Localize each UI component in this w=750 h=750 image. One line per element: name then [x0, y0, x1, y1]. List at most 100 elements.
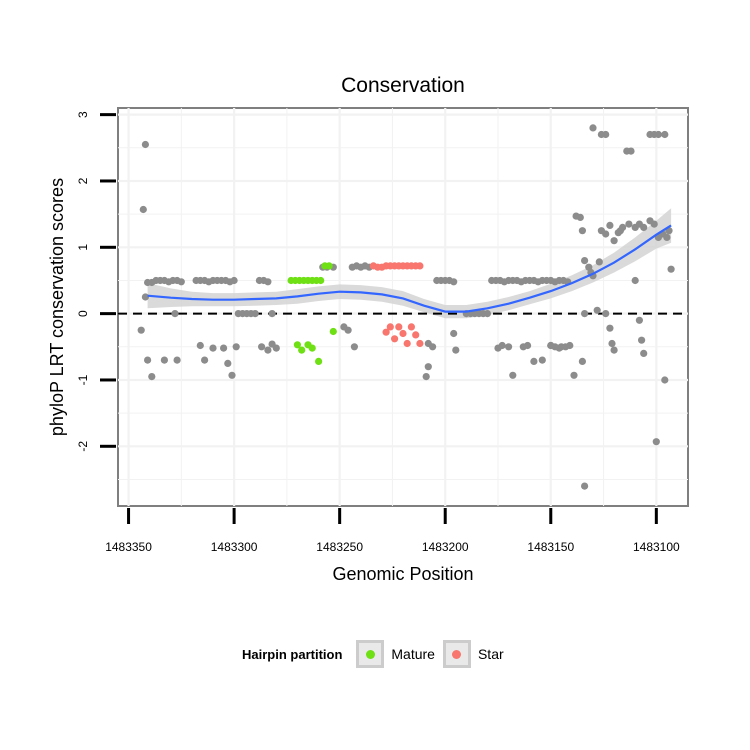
- mature-point: [325, 262, 333, 270]
- other-point: [173, 356, 181, 364]
- mature-point: [293, 341, 301, 349]
- other-point: [498, 341, 506, 350]
- confidence-band: [147, 208, 672, 319]
- confidence-band-area: [147, 208, 672, 319]
- other-point: [258, 343, 266, 351]
- other-point: [619, 223, 627, 231]
- other-point: [606, 324, 614, 332]
- other-point: [232, 343, 240, 351]
- other-point: [171, 310, 179, 318]
- other-point: [144, 356, 152, 364]
- other-point: [661, 130, 669, 139]
- other-point: [581, 257, 589, 265]
- plot-panel: [117, 107, 689, 507]
- other-point: [610, 346, 618, 354]
- other-point: [224, 359, 232, 367]
- other-point: [602, 230, 610, 238]
- other-point: [555, 344, 563, 352]
- other-point: [652, 438, 660, 446]
- other-point: [141, 140, 149, 149]
- other-point: [264, 278, 272, 286]
- smooth-trend-line: [147, 224, 672, 313]
- other-point: [570, 371, 578, 379]
- star-point: [391, 335, 399, 343]
- mature-point: [315, 357, 323, 365]
- other-point: [452, 346, 460, 354]
- other-point: [578, 357, 587, 365]
- star-dot-icon: [452, 649, 462, 659]
- other-point: [593, 306, 601, 314]
- other-point: [422, 373, 430, 381]
- other-point: [538, 356, 546, 364]
- y-tick-label: -1: [76, 374, 90, 385]
- other-point: [450, 278, 458, 286]
- mature-point: [308, 344, 316, 352]
- other-point: [640, 349, 648, 357]
- other-point: [230, 276, 238, 285]
- other-point: [595, 258, 603, 266]
- other-point: [578, 227, 587, 235]
- legend-key-mature: [356, 640, 385, 668]
- other-point: [661, 376, 669, 384]
- other-point: [602, 310, 610, 318]
- legend-label-mature: Mature: [391, 646, 435, 662]
- x-tick-label: 1483100: [633, 540, 680, 554]
- other-point: [576, 213, 584, 221]
- other-point: [631, 276, 639, 285]
- other-point: [272, 344, 280, 352]
- mature-point: [298, 346, 306, 354]
- other-point: [509, 371, 517, 379]
- y-tick-label: 3: [76, 111, 90, 118]
- other-point: [137, 326, 145, 334]
- other-point: [268, 310, 276, 318]
- other-point: [530, 357, 538, 365]
- chart-title: Conservation: [341, 74, 465, 97]
- other-point: [251, 310, 259, 318]
- other-point: [667, 265, 675, 273]
- legend-title: Hairpin partition: [242, 646, 343, 662]
- other-point: [625, 220, 633, 228]
- other-point: [663, 233, 671, 241]
- x-tick-label: 1483350: [105, 540, 152, 554]
- other-point: [220, 344, 228, 352]
- other-point: [505, 343, 513, 351]
- star-point: [416, 339, 424, 348]
- star-point: [382, 328, 390, 336]
- other-point: [640, 223, 648, 231]
- y-tick-label: 0: [76, 310, 90, 317]
- x-tick-label: 1483200: [422, 540, 469, 554]
- other-point: [602, 130, 610, 139]
- star-point: [412, 331, 420, 339]
- mature-point: [317, 276, 325, 285]
- star-point: [395, 323, 403, 331]
- other-point: [264, 346, 272, 354]
- y-axis-title: phyloP LRT conservation scores: [47, 178, 67, 436]
- x-tick-label: 1483250: [316, 540, 363, 554]
- x-tick-label: 1483150: [527, 540, 574, 554]
- x-tick-label: 1483300: [211, 540, 258, 554]
- star-point: [399, 329, 407, 338]
- star-point: [386, 323, 394, 331]
- other-point: [141, 293, 149, 301]
- y-tick-label: -2: [76, 441, 90, 452]
- other-point: [610, 237, 618, 245]
- mature-point: [329, 327, 337, 336]
- other-point: [566, 341, 574, 350]
- star-point: [407, 323, 415, 331]
- other-point: [160, 356, 168, 364]
- other-point: [638, 336, 646, 344]
- other-point: [177, 278, 185, 286]
- y-tick-label: 2: [76, 177, 90, 184]
- other-point: [139, 205, 147, 214]
- other-point: [627, 147, 635, 155]
- other-point: [228, 371, 236, 379]
- other-point: [450, 329, 458, 338]
- other-point: [148, 373, 156, 381]
- other-point: [524, 341, 532, 350]
- other-point: [654, 130, 663, 139]
- other-point: [344, 326, 352, 334]
- other-point: [606, 221, 614, 229]
- star-point: [416, 262, 424, 270]
- legend-key-star: [442, 640, 471, 668]
